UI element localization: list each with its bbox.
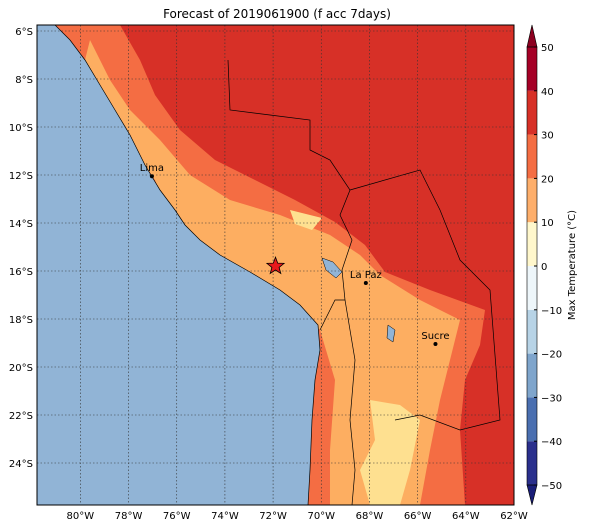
- colorbar-tick-label: −20: [541, 350, 562, 361]
- colorbar-tick-label: 0: [541, 262, 547, 273]
- colorbar-tick-label: −40: [541, 437, 562, 448]
- colorbar-band: [527, 90, 537, 135]
- grid: [37, 25, 514, 505]
- y-tick-label: 10°S: [9, 123, 33, 134]
- tick-labels: 80°W 78°W 76°W 74°W 72°W 70°W 68°W 66°W 64°W 62°W…: [9, 27, 528, 522]
- colorbar-band: [527, 353, 537, 398]
- x-tick-label: 78°W: [115, 511, 143, 522]
- colorbar-tick-label: −10: [541, 306, 562, 317]
- colorbar-tick-label: 20: [541, 174, 554, 185]
- title: Forecast of 2019061900 (f acc 7days): [163, 7, 391, 21]
- x-tick-label: 74°W: [211, 511, 239, 522]
- x-tick-label: 72°W: [259, 511, 287, 522]
- x-tick-label: 64°W: [452, 511, 480, 522]
- star-marker: [265, 256, 286, 275]
- colorbar-band: [527, 222, 537, 266]
- city-marker: [149, 174, 154, 179]
- city-label: La Paz: [350, 270, 382, 281]
- colorbar-tick-label: −50: [541, 481, 562, 492]
- colorbar: −50 −40 −30 −20 −10 0 10 20 30 40 50: [526, 24, 562, 506]
- contour-band: [290, 210, 322, 230]
- colorbar-band: [527, 266, 537, 310]
- city-marker: [433, 341, 438, 346]
- colorbar-tick-label: 10: [541, 218, 554, 229]
- city-label: Sucre: [421, 331, 449, 342]
- x-tick-label: 70°W: [307, 511, 335, 522]
- contour-band: [85, 40, 460, 505]
- lake: [386, 324, 396, 343]
- y-tick-label: 24°S: [9, 459, 33, 470]
- y-tick-label: 20°S: [9, 363, 33, 374]
- colorbar-extend: [526, 484, 538, 506]
- colorbar-band: [527, 309, 537, 354]
- y-tick-label: 18°S: [9, 315, 33, 326]
- x-tick-label: 66°W: [404, 511, 432, 522]
- map-area: Lima La Paz Sucre: [37, 25, 514, 505]
- ocean: [37, 25, 321, 505]
- y-tick-label: 14°S: [9, 219, 33, 230]
- city-marker: [363, 281, 368, 285]
- contour-band: [360, 400, 420, 505]
- colorbar-band: [527, 441, 537, 485]
- colorbar-band: [527, 47, 537, 91]
- colorbar-tick-label: −30: [541, 393, 562, 404]
- colorbar-band: [527, 397, 537, 442]
- border: [349, 169, 501, 431]
- colorbar-tick-label: 30: [541, 131, 554, 142]
- colorbar-tick-label: 40: [541, 87, 554, 98]
- y-tick-label: 12°S: [9, 171, 33, 182]
- y-tick-label: 8°S: [15, 75, 33, 86]
- x-tick-label: 68°W: [356, 511, 384, 522]
- x-tick-label: 80°W: [67, 511, 95, 522]
- lake: [321, 257, 343, 279]
- x-tick-label: 76°W: [163, 511, 191, 522]
- y-tick-label: 22°S: [9, 411, 33, 422]
- city-label: Lima: [140, 163, 164, 174]
- x-tick-label: 62°W: [500, 511, 528, 522]
- colorbar-label: Max Temperature (°C): [567, 210, 578, 320]
- border: [344, 299, 356, 505]
- colorbar-band: [527, 134, 537, 179]
- y-tick-label: 6°S: [15, 27, 33, 38]
- plot-frame: [36, 24, 515, 506]
- y-tick-label: 16°S: [9, 267, 33, 278]
- colorbar-tick-label: 50: [541, 43, 554, 54]
- markers: Lima La Paz Sucre: [140, 163, 450, 346]
- colorbar-extend: [526, 24, 538, 48]
- colorbar-band: [527, 178, 537, 223]
